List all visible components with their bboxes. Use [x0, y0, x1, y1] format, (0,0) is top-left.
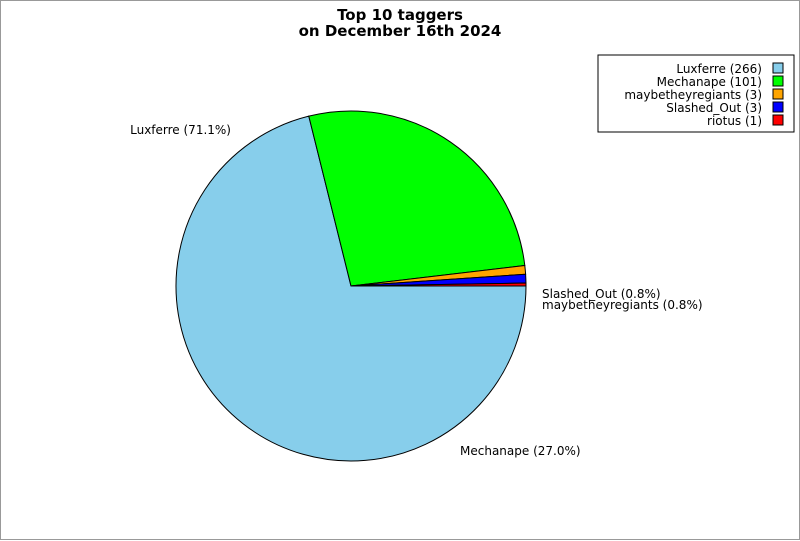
pie-slice-riotus — [350, 282, 527, 287]
chart-title-line-1: Top 10 taggers — [337, 6, 463, 24]
slice-label-slashed-out: Slashed_Out (0.8%) — [542, 287, 661, 301]
legend-label-riotus: riotus (1) — [707, 114, 762, 128]
legend: Luxferre (266)Mechanape (101)maybetheyre… — [597, 54, 795, 133]
legend-swatch-maybetheyregiants — [772, 88, 784, 100]
legend-label-maybetheyregiants: maybetheyregiants (3) — [624, 88, 762, 102]
legend-swatch-mechanape — [772, 75, 784, 87]
legend-swatch-riotus — [772, 114, 784, 126]
pie-slices — [175, 110, 527, 462]
legend-label-slashed-out: Slashed_Out (3) — [666, 101, 762, 115]
legend-swatch-slashed-out — [772, 101, 784, 113]
slice-label-maybetheyregiants: maybetheyregiants (0.8%) — [542, 298, 703, 312]
pie-slice-mechanape — [308, 110, 526, 287]
chart-title-line-2: on December 16th 2024 — [299, 22, 502, 40]
legend-label-luxferre: Luxferre (266) — [676, 62, 762, 76]
legend-label-mechanape: Mechanape (101) — [657, 75, 762, 89]
legend-swatch-luxferre — [772, 62, 784, 74]
legend-box — [597, 54, 795, 133]
slice-labels: Luxferre (71.1%) Mechanape (27.0%) maybeth… — [130, 123, 702, 458]
slice-label-luxferre: Luxferre (71.1%) — [130, 123, 231, 137]
pie-slice-luxferre — [175, 115, 527, 462]
slice-label-mechanape: Mechanape (27.0%) — [460, 444, 581, 458]
